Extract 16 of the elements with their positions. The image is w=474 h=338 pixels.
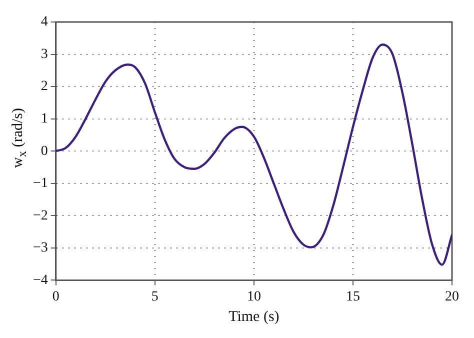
y-tick-label: −3 [32, 240, 48, 256]
x-tick-label: 5 [151, 289, 158, 304]
y-tick-label: −2 [32, 208, 48, 224]
y-tick-label: 0 [40, 144, 48, 159]
x-tick-label: 0 [52, 289, 60, 304]
y-tick-label: −4 [32, 272, 48, 288]
y-tick-label: 2 [40, 79, 48, 94]
x-tick-label: 20 [445, 289, 459, 304]
y-tick-label: 4 [40, 14, 48, 30]
x-tick-label: 15 [346, 289, 360, 304]
line-series [56, 43, 452, 266]
x-tick-label: 10 [246, 289, 261, 304]
y-tick-label: 1 [40, 111, 48, 126]
x-axis-title: Time (s) [228, 308, 280, 325]
y-tick-label: −1 [32, 176, 48, 192]
y-tick-label: 3 [40, 46, 48, 62]
